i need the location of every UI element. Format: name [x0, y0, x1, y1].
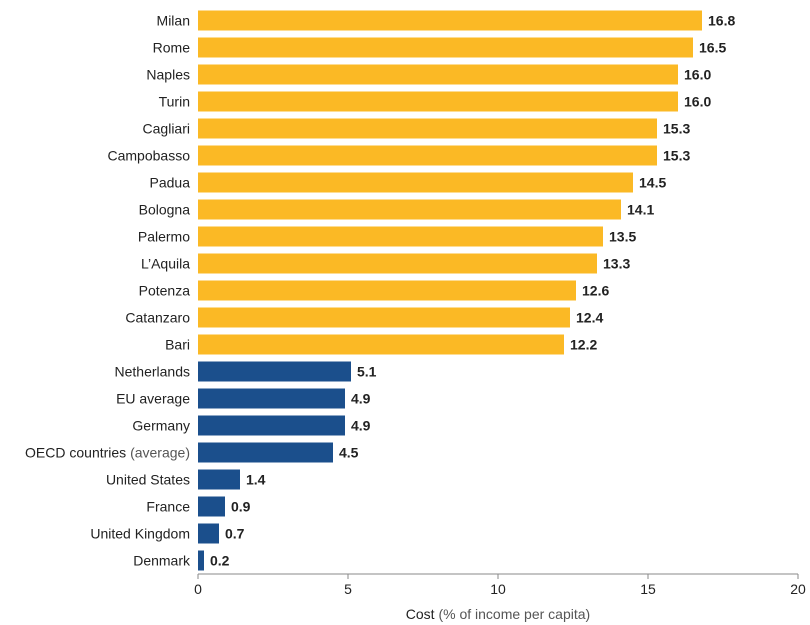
value-label: 0.2 — [210, 553, 230, 569]
value-labels: 16.8 16.5 16.0 16.0 15.3 15.3 14.5 14.1 13.5 13.3… — [210, 13, 735, 569]
bar-15 — [198, 415, 345, 436]
value-label: 12.2 — [570, 337, 597, 353]
value-label: 4.9 — [351, 391, 371, 407]
bar-17 — [198, 469, 240, 490]
bar-2 — [198, 64, 678, 85]
category-label: Turin — [159, 94, 190, 110]
value-label: 0.7 — [225, 526, 245, 542]
value-label: 14.1 — [627, 202, 654, 218]
category-label: OECD countries (average) — [25, 445, 190, 461]
bar-4 — [198, 118, 657, 139]
bars-group — [198, 10, 702, 571]
bar-20 — [198, 550, 204, 571]
value-label: 16.8 — [708, 13, 735, 29]
category-label: United Kingdom — [90, 526, 190, 542]
category-label: Bologna — [139, 202, 191, 218]
value-label: 16.0 — [684, 94, 711, 110]
value-label: 4.5 — [339, 445, 359, 461]
bar-11 — [198, 307, 570, 328]
bar-16 — [198, 442, 333, 463]
bar-10 — [198, 280, 576, 301]
value-label: 16.5 — [699, 40, 726, 56]
category-label: L’Aquila — [141, 256, 190, 272]
category-label: Naples — [146, 67, 190, 83]
bar-12 — [198, 334, 564, 355]
bar-7 — [198, 199, 621, 220]
category-label: Bari — [165, 337, 190, 353]
bar-1 — [198, 37, 693, 58]
x-tick-label: 5 — [344, 581, 352, 597]
value-label: 0.9 — [231, 499, 251, 515]
category-label: France — [146, 499, 190, 515]
bar-8 — [198, 226, 603, 247]
bar-6 — [198, 172, 633, 193]
category-label: Denmark — [133, 553, 191, 569]
category-label: Potenza — [139, 283, 191, 299]
value-label: 4.9 — [351, 418, 371, 434]
bar-5 — [198, 145, 657, 166]
value-label: 14.5 — [639, 175, 666, 191]
bar-18 — [198, 496, 225, 517]
x-tick-label: 15 — [640, 581, 656, 597]
category-label: Campobasso — [108, 148, 191, 164]
category-label: Germany — [132, 418, 190, 434]
value-label: 1.4 — [246, 472, 266, 488]
bar-14 — [198, 388, 345, 409]
category-label: Cagliari — [143, 121, 190, 137]
x-axis-title: Cost (% of income per capita) — [406, 606, 590, 622]
x-tick-label: 0 — [194, 581, 202, 597]
value-label: 12.6 — [582, 283, 609, 299]
bar-9 — [198, 253, 597, 274]
category-label: United States — [106, 472, 190, 488]
category-labels: Milan Rome Naples Turin Cagliari Campobasso Pa… — [25, 13, 191, 569]
bar-0 — [198, 10, 702, 31]
bar-13 — [198, 361, 351, 382]
value-label: 16.0 — [684, 67, 711, 83]
value-label: 15.3 — [663, 121, 690, 137]
bar-19 — [198, 523, 219, 544]
category-label: EU average — [116, 391, 190, 407]
bar-3 — [198, 91, 678, 112]
category-label: Catanzaro — [125, 310, 190, 326]
x-tick-label: 20 — [790, 581, 806, 597]
value-label: 15.3 — [663, 148, 690, 164]
category-label: Palermo — [138, 229, 190, 245]
category-label: Padua — [150, 175, 191, 191]
value-label: 12.4 — [576, 310, 603, 326]
x-tick-label: 10 — [490, 581, 506, 597]
value-label: 5.1 — [357, 364, 377, 380]
x-axis-ticks: 0 5 10 15 20 — [194, 574, 806, 597]
value-label: 13.3 — [603, 256, 630, 272]
category-label: Rome — [153, 40, 191, 56]
category-label: Milan — [157, 13, 190, 29]
category-label: Netherlands — [115, 364, 191, 380]
value-label: 13.5 — [609, 229, 636, 245]
